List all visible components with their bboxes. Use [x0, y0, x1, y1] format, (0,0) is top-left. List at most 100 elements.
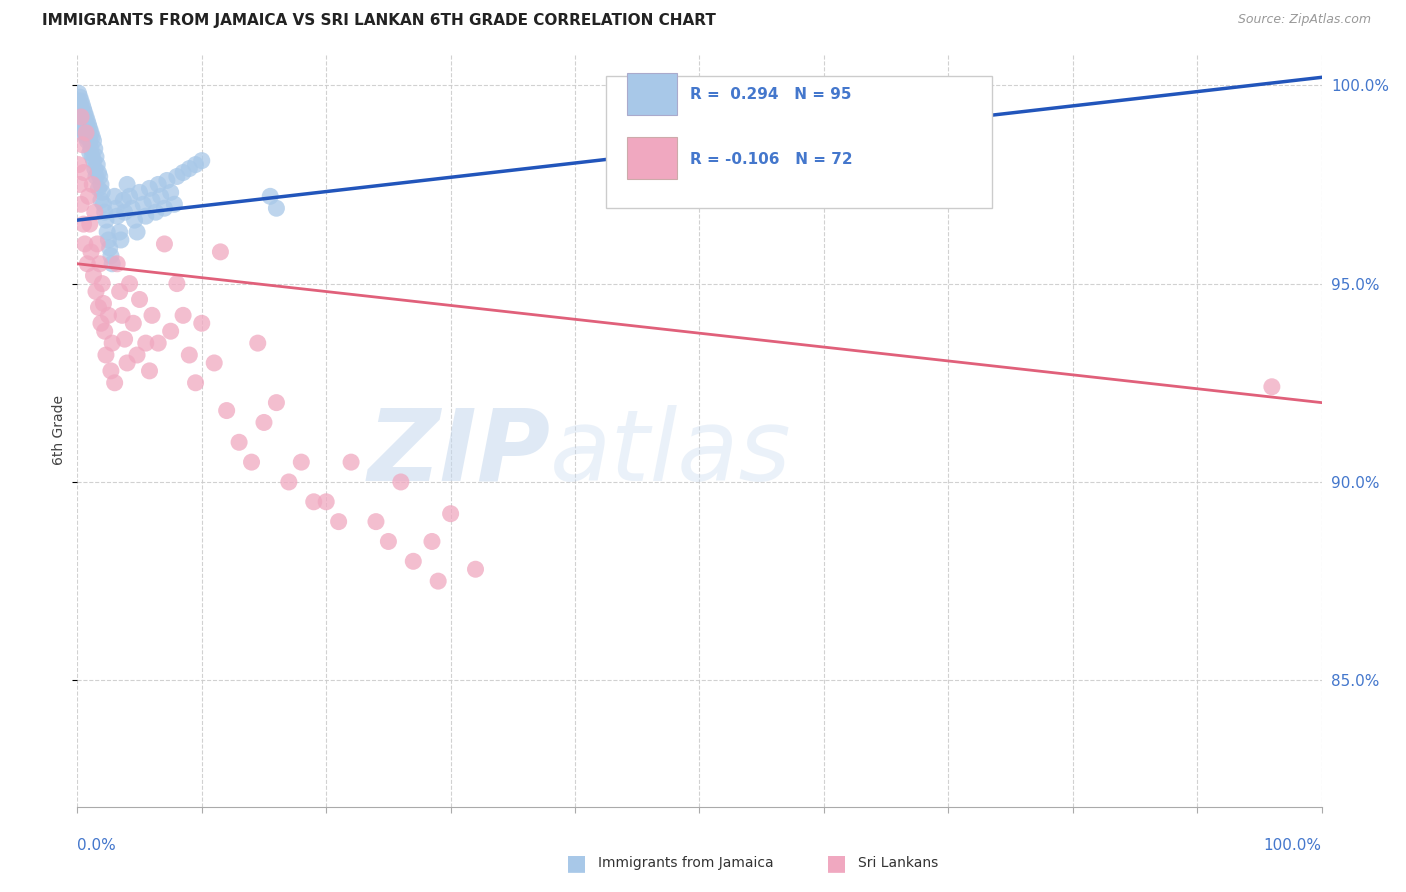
Point: [75, 118, 97, 132]
Point: [402, 554, 425, 568]
Point: [246, 336, 269, 351]
Text: Source: ZipAtlas.com: Source: ZipAtlas.com: [1237, 13, 1371, 27]
Point: [172, 165, 194, 179]
Point: [70, 197, 93, 211]
Point: [104, 201, 127, 215]
Point: [464, 562, 486, 576]
Point: [209, 244, 232, 259]
Point: [738, 82, 761, 96]
Point: [191, 316, 214, 330]
Point: [72, 98, 94, 112]
Point: [77, 129, 100, 144]
Point: [118, 277, 141, 291]
Point: [89, 169, 111, 184]
Point: [87, 301, 110, 315]
Point: [135, 209, 157, 223]
Point: [86, 158, 108, 172]
Point: [67, 158, 90, 172]
Point: [125, 225, 148, 239]
Point: [664, 90, 686, 104]
Point: [83, 134, 105, 148]
Point: [389, 475, 412, 489]
Point: [159, 186, 181, 200]
Point: [87, 181, 110, 195]
Point: [96, 225, 118, 239]
Point: [128, 186, 150, 200]
Point: [163, 197, 186, 211]
Point: [82, 150, 104, 164]
Point: [72, 106, 94, 120]
Point: [93, 296, 115, 310]
Point: [114, 332, 136, 346]
Point: [191, 153, 214, 168]
Point: [105, 257, 128, 271]
Point: [179, 348, 201, 362]
Point: [75, 129, 97, 144]
Point: [72, 110, 94, 124]
Point: [72, 165, 94, 179]
Point: [800, 78, 823, 93]
Point: [115, 178, 138, 192]
Point: [440, 507, 463, 521]
Point: [228, 435, 250, 450]
Point: [69, 98, 91, 112]
Point: [340, 455, 363, 469]
Point: [91, 186, 114, 200]
Point: [76, 257, 98, 271]
Point: [79, 134, 101, 148]
Text: Sri Lankans: Sri Lankans: [858, 856, 938, 871]
Point: [124, 213, 146, 227]
Point: [80, 244, 103, 259]
Point: [73, 106, 96, 120]
Point: [121, 201, 143, 215]
Point: [86, 236, 108, 251]
Point: [266, 395, 288, 409]
FancyBboxPatch shape: [627, 137, 678, 179]
Point: [166, 277, 188, 291]
Text: ■: ■: [567, 854, 586, 873]
Point: [240, 455, 263, 469]
Point: [302, 495, 325, 509]
Text: R = -0.106   N = 72: R = -0.106 N = 72: [689, 152, 852, 167]
Point: [83, 142, 105, 156]
Point: [72, 137, 94, 152]
Point: [115, 356, 138, 370]
FancyBboxPatch shape: [627, 72, 678, 115]
Point: [725, 82, 748, 96]
Point: [328, 515, 350, 529]
Point: [87, 165, 110, 179]
Point: [72, 102, 94, 116]
Point: [79, 122, 101, 136]
Point: [215, 403, 238, 417]
Point: [111, 309, 134, 323]
Text: 100.0%: 100.0%: [1264, 838, 1322, 854]
Point: [700, 86, 723, 100]
Point: [91, 277, 114, 291]
Point: [184, 376, 207, 390]
Point: [149, 189, 172, 203]
Text: R =  0.294   N = 95: R = 0.294 N = 95: [689, 87, 851, 103]
Point: [73, 114, 96, 128]
Point: [83, 153, 105, 168]
Point: [108, 285, 131, 299]
Point: [112, 194, 135, 208]
Point: [90, 194, 112, 208]
Point: [259, 189, 281, 203]
Point: [90, 316, 112, 330]
Point: [75, 126, 97, 140]
Point: [79, 145, 101, 160]
Point: [76, 122, 98, 136]
Point: [73, 126, 96, 140]
Point: [72, 122, 94, 136]
Point: [70, 102, 93, 116]
Point: [83, 205, 105, 219]
Text: atlas: atlas: [550, 404, 792, 501]
Point: [145, 205, 167, 219]
Point: [69, 102, 91, 116]
Point: [105, 209, 128, 223]
Point: [77, 189, 100, 203]
Point: [70, 110, 93, 124]
Point: [138, 181, 160, 195]
Point: [277, 475, 299, 489]
Point: [166, 169, 188, 184]
